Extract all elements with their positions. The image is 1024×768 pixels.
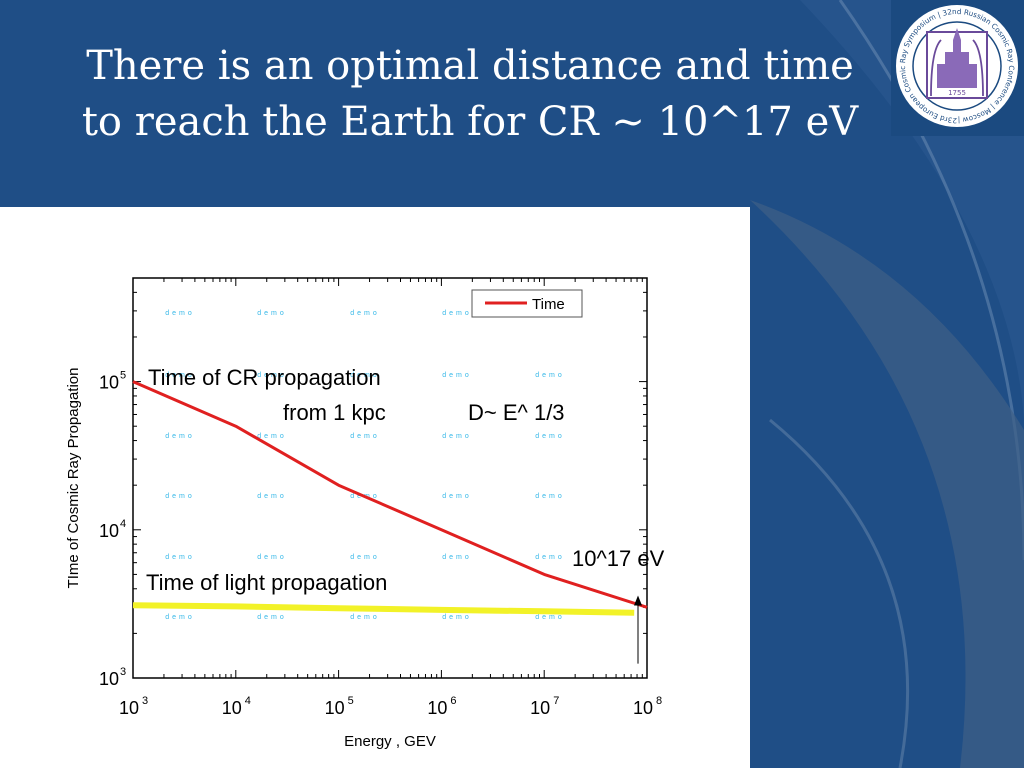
watermark-text: demo <box>350 433 380 440</box>
annotation-cr-line2: from 1 kpc <box>283 400 386 425</box>
y-tick-exponent: 4 <box>120 518 126 530</box>
x-tick-label: 10 <box>119 698 139 718</box>
x-tick-label: 10 <box>427 698 447 718</box>
watermark-text: demo <box>535 433 565 440</box>
watermark-text: demo <box>165 433 195 440</box>
watermark-text: demo <box>165 614 195 621</box>
x-tick-exponent: 3 <box>142 695 148 707</box>
x-tick-exponent: 4 <box>245 695 251 707</box>
watermark-text: demo <box>535 554 565 561</box>
watermark-text: demo <box>442 554 472 561</box>
y-tick-exponent: 3 <box>120 666 126 678</box>
watermark-text: demo <box>257 554 287 561</box>
watermark-text: demo <box>442 310 472 317</box>
legend-label-time: Time <box>532 296 565 313</box>
y-tick-label: 10 <box>99 669 119 689</box>
series-time-line <box>132 380 648 609</box>
watermark-text: demo <box>350 554 380 561</box>
watermark-text: demo <box>350 372 380 379</box>
annotation-cr-line1: Time of CR propagation <box>148 365 381 390</box>
y-tick-label: 10 <box>99 521 119 541</box>
x-tick-exponent: 8 <box>656 695 662 707</box>
x-tick-exponent: 7 <box>553 695 559 707</box>
watermark-text: demo <box>442 372 472 379</box>
watermark-text: demo <box>535 614 565 621</box>
x-tick-label: 10 <box>633 698 653 718</box>
y-axis-label: TIme of Cosmic Ray Propagation <box>65 368 82 589</box>
watermark-text: demo <box>442 433 472 440</box>
watermark-text: demo <box>257 310 287 317</box>
watermark-text: demo <box>165 493 195 500</box>
annotation-light: Time of light propagation <box>146 570 387 595</box>
x-tick-label: 10 <box>222 698 242 718</box>
watermark-text: demo <box>257 433 287 440</box>
arrow-head-icon <box>634 595 642 606</box>
watermark-text: demo <box>442 614 472 621</box>
watermark-text: demo <box>257 493 287 500</box>
chart-panel <box>0 207 750 768</box>
y-tick-exponent: 5 <box>120 370 126 382</box>
watermark-text: demo <box>257 614 287 621</box>
watermark-text: demo <box>165 310 195 317</box>
x-tick-label: 10 <box>325 698 345 718</box>
x-tick-label: 10 <box>530 698 550 718</box>
watermark-text: demo <box>257 372 287 379</box>
annotation-energy-marker: 10^17 eV <box>572 546 665 571</box>
slide-title: There is an optimal distance and time to… <box>40 38 900 150</box>
y-tick-label: 10 <box>99 373 119 393</box>
x-axis-label: Energy , GEV <box>344 733 436 750</box>
x-tick-exponent: 6 <box>450 695 456 707</box>
slide-title-line-2: to reach the Earth for CR ~ 10^17 eV <box>81 99 859 145</box>
conference-logo: 23rd European Cosmic Ray Symposium | 32n… <box>889 0 1024 136</box>
x-tick-exponent: 5 <box>348 695 354 707</box>
watermark-text: demo <box>350 310 380 317</box>
watermark-text: demo <box>165 372 195 379</box>
slide-title-line-1: There is an optimal distance and time <box>86 43 854 89</box>
watermark-text: demo <box>535 372 565 379</box>
plot-frame <box>132 277 648 679</box>
logo-year: 1755 <box>948 89 966 97</box>
energy-time-chart: demo demo demo demo demo demo demo demo demo demo… <box>65 277 665 750</box>
annotation-diffusion: D~ E^ 1/3 <box>468 400 565 425</box>
series-light-line <box>132 602 635 616</box>
watermark-text: demo <box>165 554 195 561</box>
watermark-text: demo <box>442 493 472 500</box>
conference-seal-icon: 23rd European Cosmic Ray Symposium | 32n… <box>889 0 1020 129</box>
watermark-text: demo <box>535 493 565 500</box>
watermark-text: demo <box>350 614 380 621</box>
